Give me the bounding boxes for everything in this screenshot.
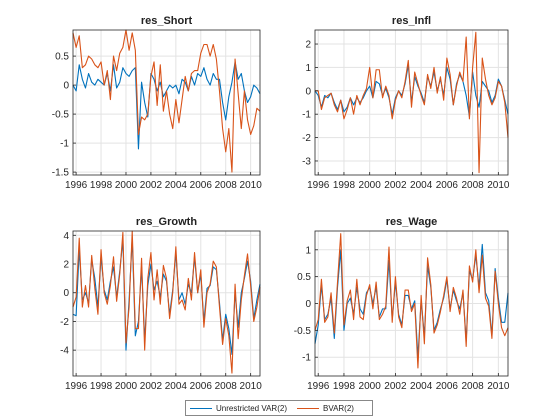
x-tick-label-growth: 2004 — [165, 381, 188, 392]
x-tick-label-wage: 2010 — [487, 381, 510, 392]
series-line-bvar-infl — [315, 31, 509, 174]
panel-wage: 1996 1998 2000 2002 2004 2006 2008 2010 -1 -0.5 0 0… — [294, 216, 510, 392]
panel-title-short: res_Short — [141, 15, 193, 27]
legend-label-bvar: BVAR(2) — [322, 403, 354, 413]
y-tick-label-growth: -2 — [60, 317, 69, 328]
y-tick-label-infl: -3 — [302, 156, 311, 167]
series-line-bvar-growth — [72, 230, 261, 374]
x-tick-label-short: 1996 — [65, 180, 88, 191]
plot-area-short — [73, 30, 260, 175]
x-tick-label-growth: 2010 — [240, 381, 263, 392]
y-tick-label-short: -0.5 — [52, 110, 70, 121]
chart-legend: Unrestricted VAR(2) BVAR(2) — [185, 400, 373, 416]
x-tick-label-wage: 2004 — [410, 381, 433, 392]
y-tick-label-wage: 0 — [305, 299, 311, 310]
panel-title-wage: res_Wage — [386, 216, 438, 228]
y-tick-label-growth: 4 — [63, 231, 69, 242]
x-tick-label-short: 2000 — [115, 180, 138, 191]
x-tick-label-infl: 2010 — [487, 180, 510, 191]
y-tick-label-infl: -2 — [302, 133, 311, 144]
x-tick-label-wage: 2002 — [384, 381, 407, 392]
x-tick-label-growth: 2002 — [140, 381, 163, 392]
y-tick-label-wage: 1 — [305, 245, 311, 256]
x-tick-label-infl: 2006 — [436, 180, 459, 191]
x-tick-label-wage: 2000 — [359, 381, 382, 392]
y-tick-label-short: -1 — [60, 139, 69, 150]
y-tick-label-wage: -1 — [302, 353, 311, 364]
series-line-bvar-short — [72, 29, 261, 173]
legend-label-var: Unrestricted VAR(2) — [216, 403, 287, 413]
x-tick-label-growth: 1998 — [90, 381, 113, 392]
legend-item-var: Unrestricted VAR(2) — [190, 404, 287, 413]
x-tick-label-short: 2002 — [140, 180, 163, 191]
x-tick-label-short: 1998 — [90, 180, 113, 191]
y-tick-label-infl: 1 — [305, 63, 311, 74]
plot-area-growth — [73, 231, 260, 376]
x-tick-label-growth: 2006 — [190, 381, 213, 392]
x-tick-label-wage: 2008 — [461, 381, 484, 392]
x-tick-label-growth: 1996 — [65, 381, 88, 392]
y-tick-label-infl: -1 — [302, 110, 311, 121]
axes-box-growth — [72, 230, 261, 377]
y-tick-label-growth: 2 — [63, 260, 69, 271]
x-tick-label-infl: 2004 — [410, 180, 433, 191]
y-tick-label-infl: 0 — [305, 86, 311, 97]
axes-box-infl — [314, 29, 509, 176]
y-tick-label-wage: -0.5 — [294, 326, 312, 337]
x-tick-label-infl: 2000 — [359, 180, 382, 191]
x-tick-label-growth: 2000 — [115, 381, 138, 392]
y-tick-label-short: 0.5 — [55, 52, 69, 63]
panel-short: 1996 1998 2000 2002 2004 2006 2008 2010 -1.5 -1 -0… — [52, 15, 262, 191]
panel-title-infl: res_Infl — [392, 15, 431, 27]
x-tick-label-short: 2006 — [190, 180, 213, 191]
x-tick-label-short: 2008 — [215, 180, 238, 191]
panel-growth: 1996 1998 2000 2002 2004 2006 2008 2010 -4 -2 0 2 4 r… — [60, 216, 262, 392]
x-tick-label-infl: 2002 — [384, 180, 407, 191]
axes-box-short — [72, 29, 261, 176]
x-tick-label-infl: 1998 — [333, 180, 356, 191]
legend-item-bvar: BVAR(2) — [296, 403, 354, 413]
series-line-bvar-wage — [314, 233, 509, 369]
panel-infl: 1996 1998 2000 2002 2004 2006 2008 2010 -3 -2 -1 0 1… — [302, 15, 510, 191]
x-tick-label-short: 2010 — [240, 180, 263, 191]
x-tick-label-short: 2004 — [165, 180, 188, 191]
y-tick-label-wage: 0.5 — [297, 272, 311, 283]
y-tick-label-growth: 0 — [63, 288, 69, 299]
legend-swatch-bvar — [296, 407, 319, 409]
y-tick-label-short: 0 — [63, 81, 69, 92]
x-tick-label-growth: 2008 — [215, 381, 238, 392]
x-tick-label-infl: 1996 — [307, 180, 330, 191]
x-tick-label-wage: 1996 — [307, 381, 330, 392]
x-tick-label-wage: 2006 — [436, 381, 459, 392]
y-tick-label-short: -1.5 — [52, 168, 70, 179]
x-tick-label-infl: 2008 — [461, 180, 484, 191]
legend-swatch-var — [190, 407, 212, 409]
x-tick-label-wage: 1998 — [333, 381, 356, 392]
panel-title-growth: res_Growth — [136, 216, 197, 228]
y-tick-label-infl: 2 — [305, 40, 311, 51]
y-tick-label-growth: -4 — [60, 346, 69, 357]
